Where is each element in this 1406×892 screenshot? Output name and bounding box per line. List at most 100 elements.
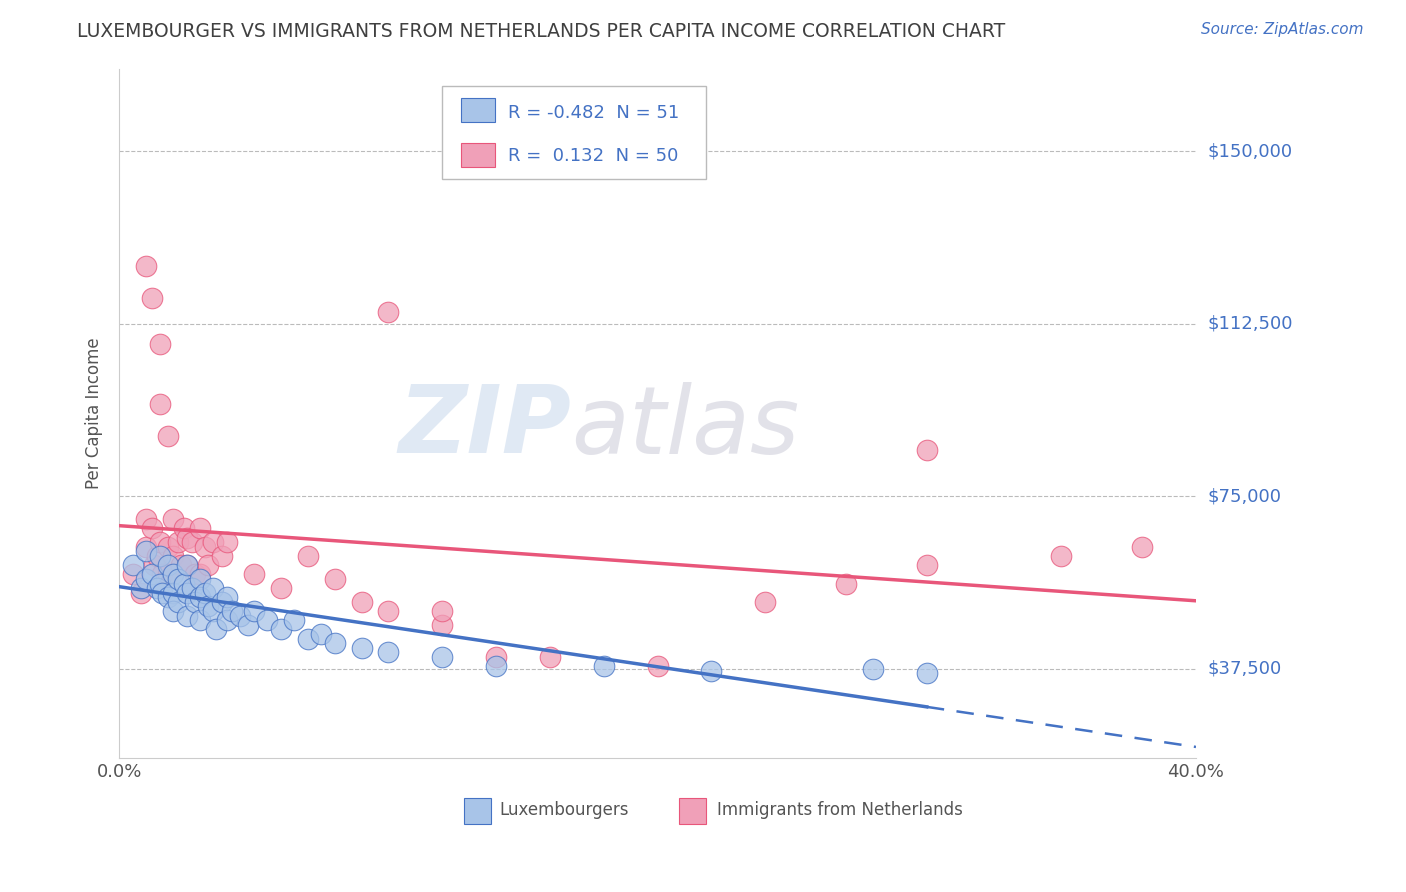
FancyBboxPatch shape (461, 144, 495, 167)
Point (202, 604, 225, 618)
Point (121, 567, 143, 582)
Point (377, 305, 399, 319)
Point (141, 521, 163, 535)
Point (149, 337, 172, 351)
Point (156, 591, 179, 605)
Text: $112,500: $112,500 (1208, 315, 1292, 333)
Point (176, 558, 198, 573)
Point (377, 645, 399, 659)
Point (297, 632, 319, 646)
Text: R = -0.482  N = 51: R = -0.482 N = 51 (508, 104, 679, 122)
Point (146, 581, 169, 595)
Point (197, 599, 219, 614)
Point (592, 659, 614, 673)
Point (350, 640, 373, 655)
Point (149, 535, 172, 549)
Point (121, 558, 143, 573)
Point (149, 397, 172, 411)
Text: $37,500: $37,500 (1208, 659, 1281, 678)
Point (188, 572, 211, 586)
Point (135, 540, 157, 554)
Point (215, 613, 238, 627)
Point (183, 567, 205, 582)
Point (202, 535, 225, 549)
Point (1050, 549, 1073, 563)
Text: atlas: atlas (571, 382, 800, 473)
Point (188, 567, 211, 582)
Point (150, 585, 173, 599)
Point (176, 531, 198, 545)
Point (129, 581, 152, 595)
Point (156, 429, 179, 443)
Y-axis label: Per Capita Income: Per Capita Income (86, 337, 103, 489)
Point (243, 567, 266, 582)
Point (188, 591, 211, 605)
Point (256, 613, 278, 627)
Point (377, 604, 399, 618)
Point (194, 540, 217, 554)
Point (221, 604, 243, 618)
Point (211, 595, 233, 609)
Text: Luxembourgers: Luxembourgers (499, 801, 628, 819)
Point (183, 595, 205, 609)
Point (647, 659, 669, 673)
Point (162, 585, 184, 599)
Point (162, 512, 184, 526)
Point (156, 567, 179, 582)
Point (350, 595, 373, 609)
Text: Source: ZipAtlas.com: Source: ZipAtlas.com (1201, 22, 1364, 37)
Point (915, 666, 938, 681)
Point (432, 618, 454, 632)
Point (323, 636, 346, 650)
Point (188, 521, 211, 535)
Point (270, 623, 292, 637)
Point (862, 662, 884, 676)
Point (150, 567, 173, 582)
Point (141, 292, 163, 306)
Point (167, 595, 190, 609)
Point (146, 549, 169, 563)
Text: ZIP: ZIP (399, 381, 571, 473)
Point (754, 595, 776, 609)
Point (173, 576, 195, 591)
Text: $150,000: $150,000 (1208, 143, 1292, 161)
Point (149, 549, 172, 563)
Point (432, 604, 454, 618)
Text: $75,000: $75,000 (1208, 487, 1281, 505)
Point (129, 585, 152, 599)
Point (176, 558, 198, 573)
Point (202, 581, 225, 595)
Point (215, 591, 238, 605)
Point (167, 535, 190, 549)
Point (323, 572, 346, 586)
Point (162, 604, 184, 618)
Point (135, 572, 157, 586)
FancyBboxPatch shape (679, 797, 706, 823)
Point (309, 627, 332, 641)
Point (243, 604, 266, 618)
FancyBboxPatch shape (464, 797, 491, 823)
Point (176, 608, 198, 623)
Point (162, 549, 184, 563)
Point (143, 558, 166, 573)
Point (211, 549, 233, 563)
Point (835, 576, 858, 591)
Point (197, 558, 219, 573)
Point (229, 608, 252, 623)
Text: R =  0.132  N = 50: R = 0.132 N = 50 (508, 147, 678, 165)
Point (297, 549, 319, 563)
Point (170, 558, 193, 573)
Point (915, 558, 938, 573)
Point (432, 650, 454, 665)
Point (485, 659, 508, 673)
Point (194, 585, 217, 599)
Point (167, 572, 190, 586)
Point (135, 544, 157, 558)
Point (188, 613, 211, 627)
Point (181, 581, 204, 595)
FancyBboxPatch shape (443, 86, 706, 179)
FancyBboxPatch shape (461, 98, 495, 122)
Point (238, 618, 260, 632)
Point (149, 576, 172, 591)
Point (270, 581, 292, 595)
